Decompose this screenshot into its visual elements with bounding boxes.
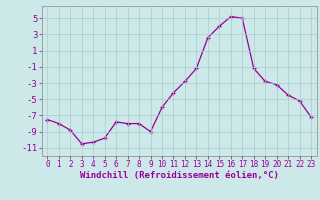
X-axis label: Windchill (Refroidissement éolien,°C): Windchill (Refroidissement éolien,°C): [80, 171, 279, 180]
